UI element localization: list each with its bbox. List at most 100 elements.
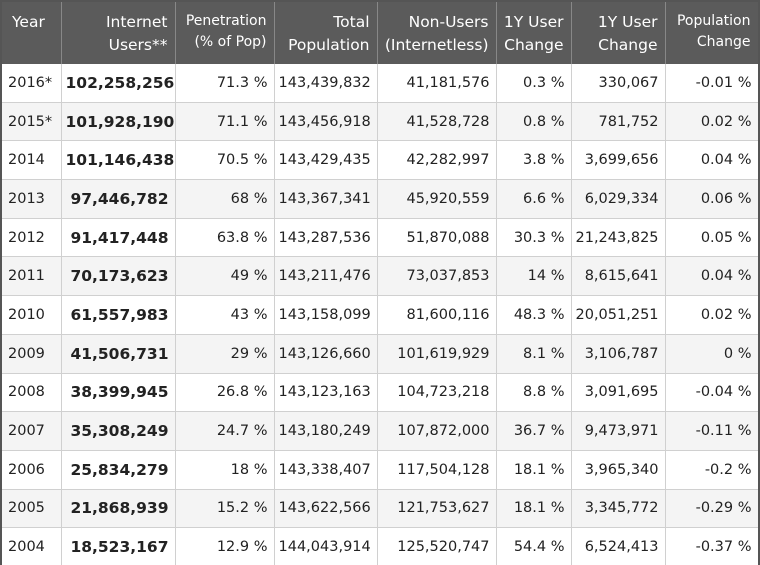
table-cell: 143,180,249	[274, 411, 378, 451]
column-header: Internet Users**	[61, 2, 176, 64]
table-cell: 117,504,128	[377, 450, 497, 490]
table-cell: 2013	[2, 179, 62, 219]
table-cell: 70,173,623	[61, 256, 176, 297]
table-cell: 0.06 %	[665, 179, 758, 219]
table-cell: 143,439,832	[274, 64, 378, 103]
table-cell: 144,043,914	[274, 527, 378, 565]
table-cell: 68 %	[175, 179, 275, 219]
table-cell: 143,456,918	[274, 102, 378, 142]
table-cell: 143,429,435	[274, 140, 378, 181]
table-cell: 8.8 %	[496, 373, 572, 413]
table-cell: 2008	[2, 373, 62, 413]
table-cell: 71.1 %	[175, 102, 275, 142]
table-cell: 18.1 %	[496, 489, 572, 529]
table-cell: 6.6 %	[496, 179, 572, 219]
table-cell: 0.02 %	[665, 295, 758, 335]
table-cell: -0.01 %	[665, 64, 758, 103]
table-cell: 20,051,251	[571, 295, 666, 335]
table-cell: -0.37 %	[665, 527, 758, 565]
table-cell: 0.3 %	[496, 64, 572, 103]
table-cell: 143,211,476	[274, 256, 378, 297]
table-cell: 143,367,341	[274, 179, 378, 219]
table-cell: 26.8 %	[175, 373, 275, 413]
table-row: 2012 91,417,448 63.8 % 143,287,536 51,870,08…	[2, 218, 758, 258]
table-cell: 104,723,218	[377, 373, 497, 413]
table-cell: 0.05 %	[665, 218, 758, 258]
table-cell: 21,868,939	[61, 489, 176, 529]
table-row: 2016* 102,258,256 71.3 % 143,439,832 41,181,…	[2, 64, 758, 103]
table-cell: 121,753,627	[377, 489, 497, 529]
table-cell: 125,520,747	[377, 527, 497, 565]
table-cell: 3,699,656	[571, 140, 666, 181]
table-cell: 45,920,559	[377, 179, 497, 219]
table-cell: 91,417,448	[61, 218, 176, 258]
table-cell: 41,181,576	[377, 64, 497, 103]
table-cell: 54.4 %	[496, 527, 572, 565]
table-cell: 2009	[2, 334, 62, 374]
column-header: Population Change	[665, 2, 758, 64]
table-cell: 73,037,853	[377, 256, 497, 297]
table-cell: 18.1 %	[496, 450, 572, 490]
table-cell: 2011	[2, 256, 62, 297]
table-row: 2015* 101,928,190 71.1 % 143,456,918 41,528,…	[2, 102, 758, 142]
table-cell: -0.29 %	[665, 489, 758, 529]
table-row: 2008 38,399,945 26.8 % 143,123,163 104,723,2…	[2, 373, 758, 413]
table-cell: 781,752	[571, 102, 666, 142]
table-cell: -0.2 %	[665, 450, 758, 490]
table-row: 2006 25,834,279 18 % 143,338,407 117,504,128…	[2, 450, 758, 490]
table-cell: 143,287,536	[274, 218, 378, 258]
table-cell: 71.3 %	[175, 64, 275, 103]
table-cell: 63.8 %	[175, 218, 275, 258]
table-cell: 143,338,407	[274, 450, 378, 490]
table-cell: 70.5 %	[175, 140, 275, 181]
table-cell: 0.02 %	[665, 102, 758, 142]
table-cell: 81,600,116	[377, 295, 497, 335]
table-cell: 9,473,971	[571, 411, 666, 451]
table-cell: 0.04 %	[665, 140, 758, 181]
table-cell: 3,345,772	[571, 489, 666, 529]
table-cell: 101,146,438	[61, 140, 176, 181]
table-cell: 38,399,945	[61, 373, 176, 413]
table-cell: 2005	[2, 489, 62, 529]
table-cell: 36.7 %	[496, 411, 572, 451]
table-cell: 6,029,334	[571, 179, 666, 219]
column-header: Penetration (% of Pop)	[175, 2, 275, 64]
table-cell: 2014	[2, 140, 62, 181]
table-cell: 101,928,190	[61, 102, 176, 142]
table-cell: 97,446,782	[61, 179, 176, 219]
table-cell: 43 %	[175, 295, 275, 335]
table-cell: 14 %	[496, 256, 572, 297]
table-cell: 18 %	[175, 450, 275, 490]
table-cell: 2007	[2, 411, 62, 451]
table-row: 2007 35,308,249 24.7 % 143,180,249 107,872,0…	[2, 411, 758, 451]
table-cell: 2006	[2, 450, 62, 490]
table-cell: 49 %	[175, 256, 275, 297]
table-row: 2010 61,557,983 43 % 143,158,099 81,600,116 4…	[2, 295, 758, 335]
table-cell: 330,067	[571, 64, 666, 103]
table-body: 2016* 102,258,256 71.3 % 143,439,832 41,181,…	[2, 64, 758, 565]
table-cell: 2010	[2, 295, 62, 335]
table-cell: 18,523,167	[61, 527, 176, 565]
table-cell: 143,126,660	[274, 334, 378, 374]
table-cell: 3.8 %	[496, 140, 572, 181]
table-cell: 0.04 %	[665, 256, 758, 297]
table-cell: 101,619,929	[377, 334, 497, 374]
header-row: Year Internet Users** Penetration (% of Po…	[2, 2, 758, 64]
table-cell: 6,524,413	[571, 527, 666, 565]
table-row: 2005 21,868,939 15.2 % 143,622,566 121,753,6…	[2, 489, 758, 529]
table-row: 2014 101,146,438 70.5 % 143,429,435 42,282,9…	[2, 140, 758, 181]
table-row: 2013 97,446,782 68 % 143,367,341 45,920,559 6…	[2, 179, 758, 219]
table-cell: 8.1 %	[496, 334, 572, 374]
table-cell: 51,870,088	[377, 218, 497, 258]
table-cell: 2012	[2, 218, 62, 258]
table-cell: 3,965,340	[571, 450, 666, 490]
table-cell: 143,622,566	[274, 489, 378, 529]
table-cell: -0.04 %	[665, 373, 758, 413]
table-cell: 3,091,695	[571, 373, 666, 413]
table-cell: 29 %	[175, 334, 275, 374]
table-cell: 42,282,997	[377, 140, 497, 181]
column-header: Non-Users (Internetless)	[377, 2, 497, 64]
table-cell: 21,243,825	[571, 218, 666, 258]
